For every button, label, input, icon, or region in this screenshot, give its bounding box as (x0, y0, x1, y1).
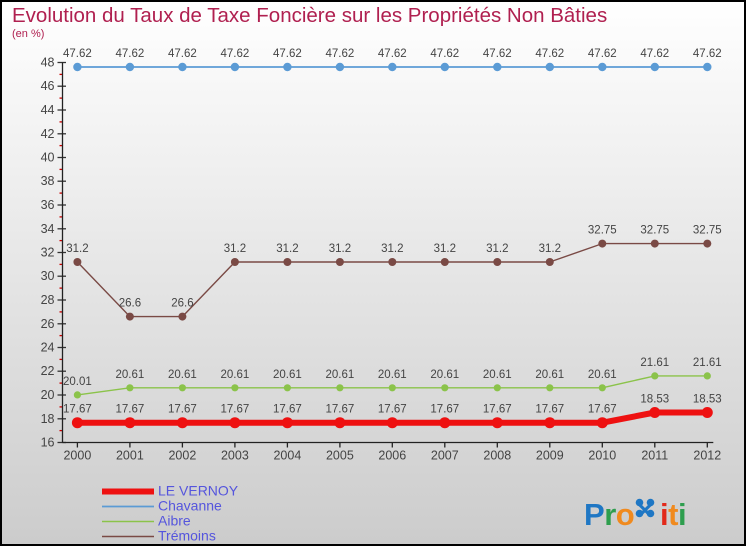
svg-text:2007: 2007 (431, 449, 459, 463)
svg-text:32.75: 32.75 (640, 225, 669, 237)
svg-text:17.67: 17.67 (63, 404, 92, 416)
svg-text:31.2: 31.2 (486, 243, 508, 255)
svg-text:40: 40 (41, 151, 55, 165)
svg-text:47.62: 47.62 (693, 48, 722, 60)
svg-text:17.67: 17.67 (326, 404, 355, 416)
svg-text:20.61: 20.61 (326, 369, 355, 381)
svg-text:31.2: 31.2 (276, 243, 298, 255)
svg-text:26: 26 (41, 317, 55, 331)
svg-text:32.75: 32.75 (588, 225, 617, 237)
svg-text:2006: 2006 (378, 449, 406, 463)
svg-text:20.61: 20.61 (273, 369, 302, 381)
svg-text:24: 24 (41, 341, 55, 355)
svg-text:31.2: 31.2 (66, 243, 88, 255)
svg-text:47.62: 47.62 (378, 48, 407, 60)
svg-text:20.61: 20.61 (378, 369, 407, 381)
svg-text:LE VERNOY: LE VERNOY (158, 483, 239, 499)
svg-text:32.75: 32.75 (693, 225, 722, 237)
svg-text:42: 42 (41, 127, 55, 141)
svg-text:18.53: 18.53 (693, 394, 722, 406)
svg-text:2002: 2002 (168, 449, 196, 463)
svg-text:2008: 2008 (483, 449, 511, 463)
svg-text:17.67: 17.67 (535, 404, 564, 416)
svg-text:2001: 2001 (116, 449, 144, 463)
svg-text:47.62: 47.62 (430, 48, 459, 60)
svg-text:47.62: 47.62 (535, 48, 564, 60)
svg-text:21.61: 21.61 (640, 357, 669, 369)
svg-text:47.62: 47.62 (221, 48, 250, 60)
svg-text:2004: 2004 (273, 449, 301, 463)
svg-text:20.61: 20.61 (430, 369, 459, 381)
svg-text:2011: 2011 (641, 449, 668, 463)
svg-text:47.62: 47.62 (168, 48, 197, 60)
svg-text:18: 18 (41, 412, 55, 426)
svg-text:17.67: 17.67 (430, 404, 459, 416)
svg-text:17.67: 17.67 (221, 404, 250, 416)
svg-text:17.67: 17.67 (273, 404, 302, 416)
svg-text:17.67: 17.67 (588, 404, 617, 416)
svg-text:17.67: 17.67 (116, 404, 145, 416)
svg-text:26.6: 26.6 (171, 298, 193, 310)
svg-text:36: 36 (41, 198, 55, 212)
svg-text:47.62: 47.62 (116, 48, 145, 60)
svg-text:21.61: 21.61 (693, 357, 722, 369)
svg-text:31.2: 31.2 (224, 243, 246, 255)
svg-text:20.61: 20.61 (221, 369, 250, 381)
svg-text:17.67: 17.67 (483, 404, 512, 416)
svg-text:22: 22 (41, 364, 55, 378)
svg-text:48: 48 (41, 56, 55, 70)
svg-text:20: 20 (41, 388, 55, 402)
svg-text:31.2: 31.2 (329, 243, 351, 255)
svg-text:47.62: 47.62 (588, 48, 617, 60)
svg-text:Trémoins: Trémoins (158, 528, 216, 544)
svg-text:2005: 2005 (326, 449, 354, 463)
svg-text:47.62: 47.62 (640, 48, 669, 60)
svg-text:46: 46 (41, 79, 55, 93)
svg-text:34: 34 (41, 222, 55, 236)
svg-text:20.01: 20.01 (63, 376, 92, 388)
svg-text:31.2: 31.2 (381, 243, 403, 255)
svg-text:47.62: 47.62 (273, 48, 302, 60)
svg-text:Chavanne: Chavanne (158, 498, 222, 514)
svg-text:2003: 2003 (221, 449, 249, 463)
svg-text:2009: 2009 (536, 449, 564, 463)
svg-text:20.61: 20.61 (588, 369, 617, 381)
svg-text:20.61: 20.61 (116, 369, 145, 381)
svg-text:31.2: 31.2 (539, 243, 561, 255)
svg-text:44: 44 (41, 103, 55, 117)
svg-text:20.61: 20.61 (535, 369, 564, 381)
svg-text:38: 38 (41, 174, 55, 188)
svg-text:18.53: 18.53 (640, 394, 669, 406)
svg-text:16: 16 (41, 436, 55, 450)
svg-text:20.61: 20.61 (483, 369, 512, 381)
svg-text:47.62: 47.62 (483, 48, 512, 60)
svg-text:32: 32 (41, 246, 55, 260)
svg-text:26.6: 26.6 (119, 298, 141, 310)
svg-text:17.67: 17.67 (168, 404, 197, 416)
svg-text:28: 28 (41, 293, 55, 307)
svg-text:20.61: 20.61 (168, 369, 197, 381)
svg-text:47.62: 47.62 (63, 48, 92, 60)
svg-text:2010: 2010 (588, 449, 616, 463)
svg-text:2000: 2000 (63, 449, 91, 463)
svg-text:2012: 2012 (693, 449, 721, 463)
svg-text:31.2: 31.2 (434, 243, 456, 255)
svg-text:47.62: 47.62 (326, 48, 355, 60)
svg-text:30: 30 (41, 269, 55, 283)
svg-text:Aibre: Aibre (158, 513, 191, 529)
svg-text:17.67: 17.67 (378, 404, 407, 416)
